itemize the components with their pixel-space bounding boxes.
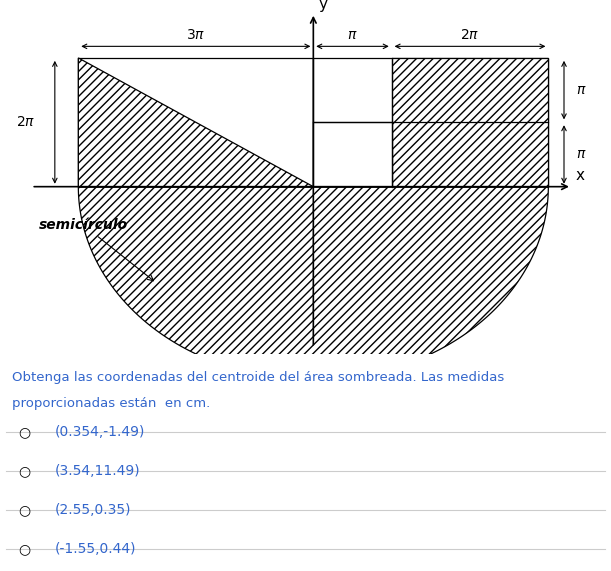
- Text: proporcionadas están  en cm.: proporcionadas están en cm.: [12, 397, 210, 411]
- Polygon shape: [392, 58, 548, 187]
- Polygon shape: [78, 58, 313, 187]
- Text: y: y: [318, 0, 327, 11]
- Text: $2\pi$: $2\pi$: [16, 115, 35, 129]
- Text: $3\pi$: $3\pi$: [186, 28, 205, 42]
- Text: ○: ○: [18, 542, 31, 556]
- Text: (2.55,0.35): (2.55,0.35): [55, 503, 131, 517]
- Polygon shape: [313, 122, 392, 187]
- Polygon shape: [78, 58, 313, 187]
- Text: $\pi$: $\pi$: [347, 28, 358, 42]
- Text: Obtenga las coordenadas del centroide del área sombreada. Las medidas: Obtenga las coordenadas del centroide de…: [12, 371, 505, 384]
- Text: (3.54,11.49): (3.54,11.49): [55, 464, 141, 478]
- Text: semicírculo: semicírculo: [39, 218, 153, 281]
- Text: $\pi$: $\pi$: [576, 83, 587, 97]
- Polygon shape: [313, 58, 548, 187]
- Text: (0.354,-1.49): (0.354,-1.49): [55, 425, 145, 439]
- Text: ○: ○: [18, 503, 31, 517]
- Polygon shape: [78, 187, 548, 380]
- Text: (-1.55,0.44): (-1.55,0.44): [55, 542, 136, 556]
- Text: $\pi$: $\pi$: [576, 147, 587, 162]
- Text: x: x: [576, 168, 585, 183]
- Text: ○: ○: [18, 425, 31, 439]
- Text: ○: ○: [18, 464, 31, 478]
- Text: $2\pi$: $2\pi$: [460, 28, 480, 42]
